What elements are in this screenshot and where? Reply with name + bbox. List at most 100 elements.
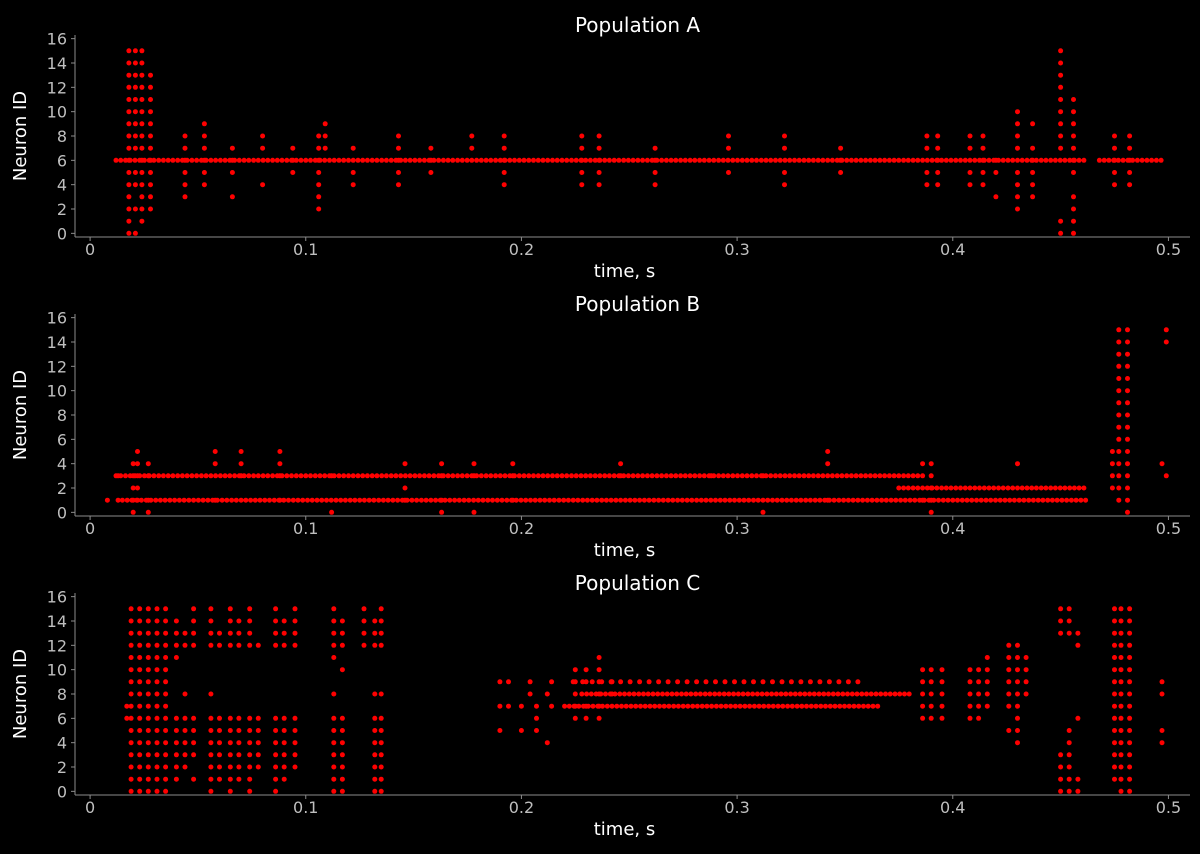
spike-point [412, 157, 418, 163]
spike-point [328, 497, 334, 503]
spike-point [289, 473, 294, 479]
spike-point [238, 461, 244, 467]
spike-point [754, 157, 759, 163]
spike-point [227, 728, 233, 733]
spike-point [421, 473, 427, 479]
spike-point [247, 715, 253, 721]
spike-point [1075, 715, 1081, 721]
chart-title: Population A [575, 13, 700, 37]
x-axis-label: time, s [594, 261, 656, 282]
spike-point [350, 473, 356, 479]
spike-point [227, 715, 233, 721]
spike-point [154, 740, 160, 746]
spike-point [844, 157, 850, 163]
spike-point [826, 679, 832, 685]
spike-point [217, 776, 222, 782]
spike-point [928, 691, 934, 697]
spike-point [882, 157, 888, 163]
spike-point [132, 157, 138, 163]
y-tick-label: 16 [47, 30, 67, 49]
spike-point [124, 703, 130, 709]
spike-point [378, 630, 384, 636]
spike-point [139, 97, 145, 102]
spike-point [980, 157, 986, 163]
spike-point [139, 157, 145, 163]
spike-point [1118, 764, 1124, 770]
spike-point [1127, 182, 1133, 188]
spike-point [292, 715, 298, 721]
spike-point [175, 473, 181, 479]
spike-point [270, 473, 276, 479]
spike-point [182, 740, 188, 746]
spike-point [669, 691, 675, 697]
spike-point [182, 691, 188, 697]
spike-point [154, 728, 160, 733]
spike-point [896, 485, 902, 491]
spike-point [1058, 109, 1064, 115]
spike-point [284, 473, 290, 479]
spike-point [967, 703, 973, 709]
spike-point [535, 157, 541, 163]
spike-point [1058, 84, 1064, 90]
spike-point [943, 157, 949, 163]
spike-point [572, 679, 578, 685]
spike-point [782, 157, 788, 163]
spike-point [1058, 133, 1064, 139]
spike-point [1116, 339, 1122, 345]
spike-point [217, 630, 222, 636]
spike-point [407, 473, 413, 479]
spike-point [208, 715, 214, 721]
spike-point [273, 728, 279, 733]
spike-point [163, 667, 169, 673]
spike-point [471, 497, 477, 503]
y-axis-label: Neuron ID [10, 91, 31, 181]
spike-point [414, 497, 420, 503]
spike-point [1006, 691, 1012, 697]
spike-point [806, 473, 812, 479]
spike-point [137, 606, 143, 612]
spike-point [1023, 679, 1029, 685]
spike-point [870, 703, 876, 709]
spike-point [589, 497, 595, 503]
spike-point [1125, 449, 1130, 454]
spike-point [735, 473, 740, 479]
spike-point [816, 691, 822, 697]
spike-point [145, 630, 151, 636]
spike-point [339, 715, 345, 721]
spike-point [163, 642, 169, 648]
spike-point [974, 497, 979, 503]
spike-point [378, 691, 384, 697]
spike-point [678, 473, 684, 479]
spike-point [626, 691, 632, 697]
spike-point [1021, 497, 1027, 503]
spike-point [189, 157, 195, 163]
spike-points [104, 327, 1169, 515]
spike-point [1048, 157, 1054, 163]
spike-point [962, 157, 968, 163]
spike-point [1000, 157, 1006, 163]
spike-point [534, 728, 539, 733]
spike-point [1006, 728, 1012, 733]
spike-point [1127, 655, 1133, 660]
spike-point [247, 764, 253, 770]
spike-point [572, 703, 578, 709]
spike-point [126, 218, 132, 224]
spike-point [697, 157, 703, 163]
spike-point [518, 703, 524, 709]
spike-point [825, 497, 831, 503]
spike-point [754, 473, 759, 479]
spike-point [702, 691, 708, 697]
spike-point [236, 764, 242, 770]
spike-point [267, 497, 272, 503]
spike-point [461, 497, 467, 503]
spike-point [281, 497, 287, 503]
spike-point [1075, 788, 1081, 794]
spike-point [635, 473, 641, 479]
spike-point [846, 703, 852, 709]
spike-point [679, 691, 684, 697]
spike-point [156, 473, 162, 479]
spike-point [939, 157, 945, 163]
spike-point [227, 642, 233, 648]
spike-point [935, 170, 941, 175]
spike-point [191, 715, 197, 721]
